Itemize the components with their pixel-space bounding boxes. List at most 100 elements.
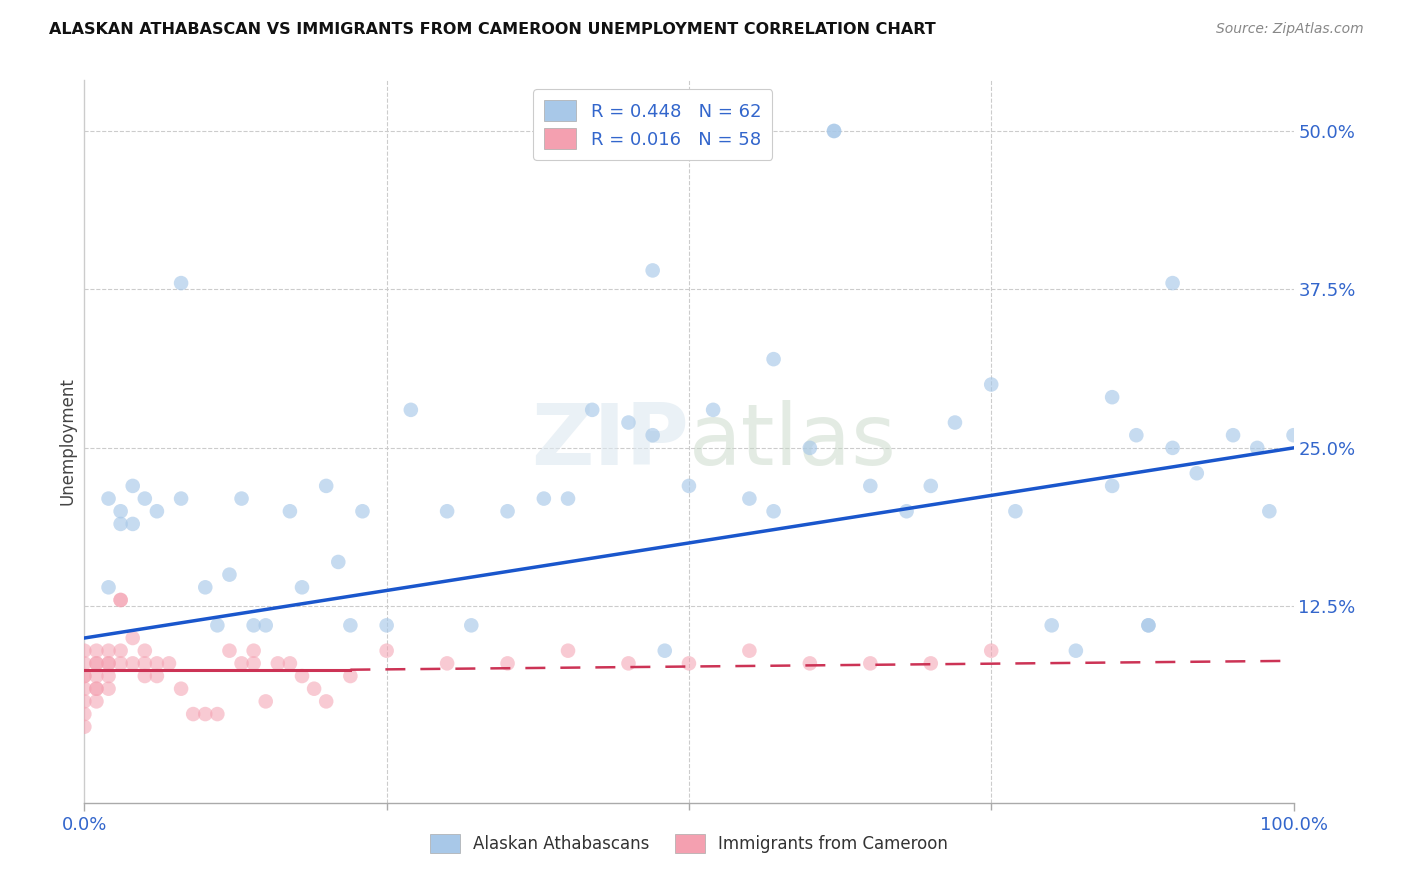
Point	[110, 657, 132, 671]
Point	[399, 402, 422, 417]
Point	[110, 516, 132, 531]
Point	[207, 618, 229, 632]
Point	[920, 479, 942, 493]
Point	[654, 643, 676, 657]
Point	[762, 504, 785, 518]
Point	[738, 491, 761, 506]
Y-axis label: Unemployment: Unemployment	[58, 377, 76, 506]
Text: Source: ZipAtlas.com: Source: ZipAtlas.com	[1216, 22, 1364, 37]
Point	[146, 669, 169, 683]
Point	[134, 491, 156, 506]
Point	[194, 580, 217, 594]
Point	[278, 657, 301, 671]
Point	[97, 491, 120, 506]
Point	[315, 479, 337, 493]
Point	[1101, 479, 1123, 493]
Point	[231, 657, 253, 671]
Point	[328, 555, 350, 569]
Point	[557, 643, 579, 657]
Point	[97, 580, 120, 594]
Point	[1222, 428, 1244, 442]
Point	[97, 681, 120, 696]
Point	[86, 681, 108, 696]
Point	[291, 669, 314, 683]
Point	[1258, 504, 1281, 518]
Point	[1137, 618, 1160, 632]
Point	[823, 124, 845, 138]
Point	[254, 618, 277, 632]
Point	[146, 657, 169, 671]
Point	[97, 657, 120, 671]
Point	[557, 491, 579, 506]
Point	[762, 352, 785, 367]
Text: ZIP: ZIP	[531, 400, 689, 483]
Point	[242, 643, 264, 657]
Point	[181, 707, 204, 722]
Point	[436, 657, 458, 671]
Point	[86, 657, 108, 671]
Point	[702, 402, 724, 417]
Point	[73, 694, 96, 708]
Point	[73, 707, 96, 722]
Point	[460, 618, 482, 632]
Point	[641, 428, 664, 442]
Point	[86, 669, 108, 683]
Point	[170, 681, 193, 696]
Point	[1246, 441, 1268, 455]
Point	[1161, 276, 1184, 290]
Point	[799, 657, 821, 671]
Point	[121, 516, 143, 531]
Point	[97, 643, 120, 657]
Point	[1101, 390, 1123, 404]
Point	[943, 416, 966, 430]
Point	[859, 657, 882, 671]
Point	[859, 479, 882, 493]
Point	[86, 681, 108, 696]
Point	[157, 657, 180, 671]
Point	[1282, 428, 1305, 442]
Point	[231, 491, 253, 506]
Point	[97, 669, 120, 683]
Point	[170, 276, 193, 290]
Point	[581, 402, 603, 417]
Text: atlas: atlas	[689, 400, 897, 483]
Point	[1137, 618, 1160, 632]
Point	[73, 669, 96, 683]
Point	[86, 694, 108, 708]
Point	[436, 504, 458, 518]
Point	[86, 643, 108, 657]
Point	[352, 504, 374, 518]
Point	[1040, 618, 1063, 632]
Point	[242, 618, 264, 632]
Point	[641, 263, 664, 277]
Point	[339, 669, 361, 683]
Point	[1004, 504, 1026, 518]
Point	[73, 669, 96, 683]
Point	[97, 657, 120, 671]
Point	[339, 618, 361, 632]
Point	[121, 631, 143, 645]
Point	[823, 124, 845, 138]
Point	[375, 618, 398, 632]
Point	[738, 643, 761, 657]
Text: ALASKAN ATHABASCAN VS IMMIGRANTS FROM CAMEROON UNEMPLOYMENT CORRELATION CHART: ALASKAN ATHABASCAN VS IMMIGRANTS FROM CA…	[49, 22, 936, 37]
Point	[267, 657, 290, 671]
Point	[254, 694, 277, 708]
Point	[1125, 428, 1147, 442]
Point	[980, 377, 1002, 392]
Point	[315, 694, 337, 708]
Point	[110, 593, 132, 607]
Point	[218, 643, 240, 657]
Point	[302, 681, 325, 696]
Point	[146, 504, 169, 518]
Point	[617, 416, 640, 430]
Point	[194, 707, 217, 722]
Point	[86, 657, 108, 671]
Point	[110, 593, 132, 607]
Point	[134, 669, 156, 683]
Point	[375, 643, 398, 657]
Point	[1064, 643, 1087, 657]
Point	[920, 657, 942, 671]
Point	[799, 441, 821, 455]
Point	[896, 504, 918, 518]
